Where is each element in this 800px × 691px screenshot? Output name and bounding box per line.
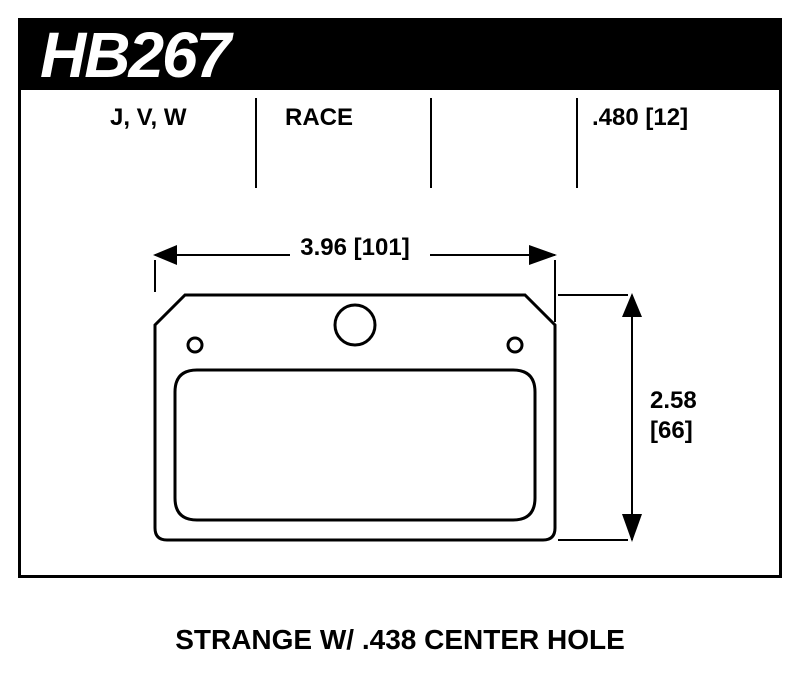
pad-inner-cutout (175, 370, 535, 520)
pad-outline (155, 295, 555, 540)
width-in: 3.96 (300, 234, 347, 261)
side-hole-left (188, 338, 202, 352)
center-hole (335, 305, 375, 345)
width-dim-value: 3.96 [101] (300, 234, 409, 261)
pad-drawing: 3.96 [101] 2.58 [66] (0, 0, 800, 691)
footer-description: STRANGE W/ .438 CENTER HOLE (0, 624, 800, 656)
height-dim-in: 2.58 (650, 387, 697, 414)
height-dim-mm: [66] (650, 417, 693, 444)
side-hole-right (508, 338, 522, 352)
width-mm: 101 (362, 234, 402, 261)
diagram-container: HB267 J, V, W RACE .480 [12] (0, 0, 800, 691)
